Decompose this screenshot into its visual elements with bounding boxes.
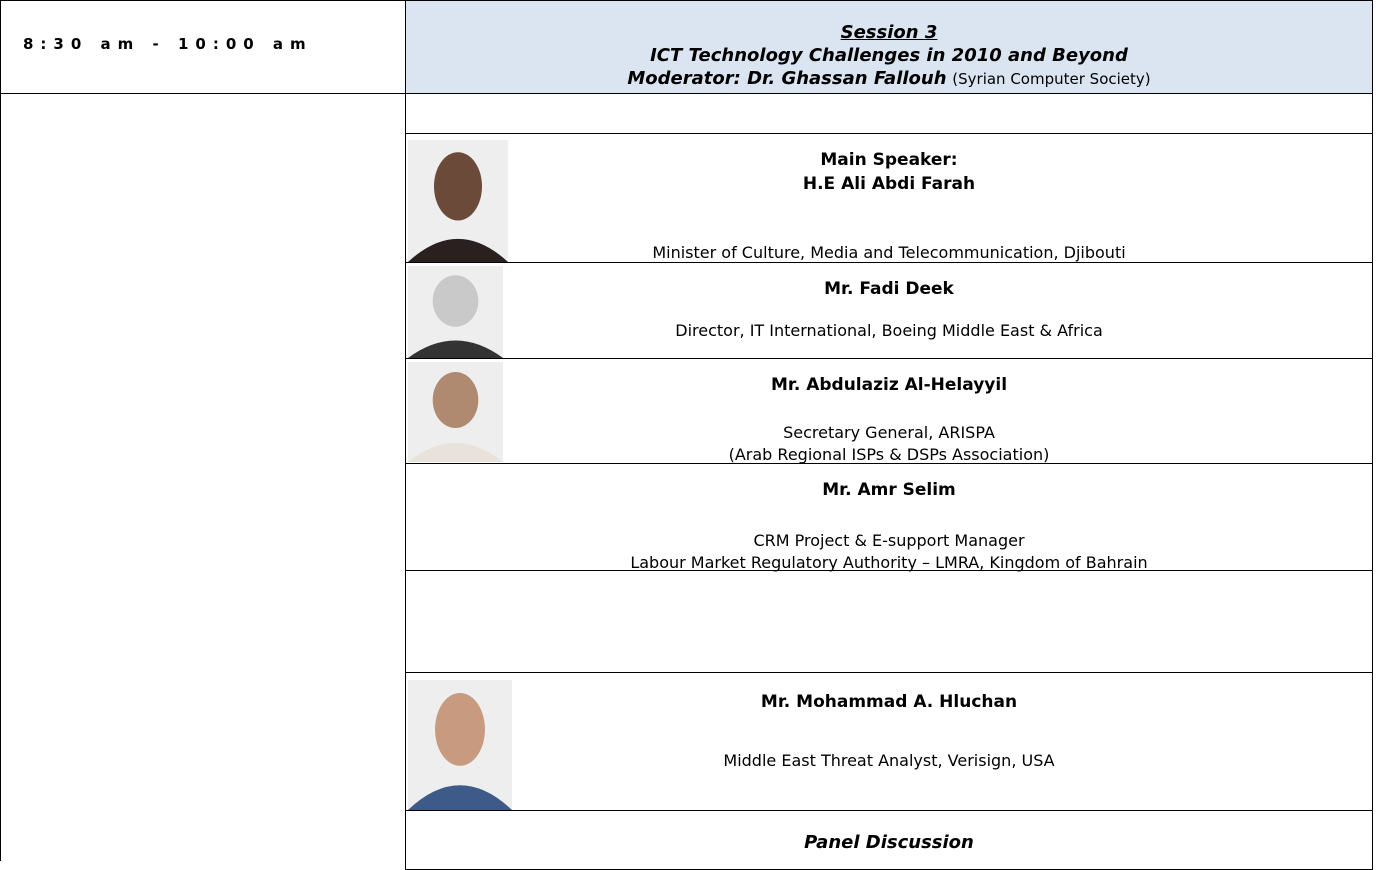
session-title: ICT Technology Challenges in 2010 and Be… [650,45,1128,66]
affiliation-line: Middle East Threat Analyst, Verisign, US… [723,751,1055,770]
affiliation-line: Director, IT International, Boeing Middl… [675,321,1103,340]
session-header: Session 3 ICT Technology Challenges in 2… [405,0,1373,94]
moderator-org: (Syrian Computer Society) [952,70,1151,88]
affiliation-line: (Arab Regional ISPs & DSPs Association) [728,445,1050,464]
speaker-heading: Mr. Amr Selim [405,478,1373,502]
speaker-affiliation: Minister of Culture, Media and Telecommu… [405,242,1373,264]
session: Session 3 [840,22,938,43]
speaker-name: Mr. Abdulaziz Al-Helayyil [770,375,1008,395]
moderator-line: Moderator: Dr. Ghassan Fallouh (Syrian C… [406,67,1372,91]
affiliation-line: Secretary General, ARISPA [783,423,995,442]
speaker-name: Mr. Amr Selim [822,480,956,500]
speaker-affiliation: Director, IT International, Boeing Middl… [405,320,1373,342]
photo [408,362,503,462]
affiliation-line: Labour Market Regulatory Authority – LMR… [630,553,1148,572]
photo [408,680,512,810]
speaker-name: Mr. Fadi Deek [824,279,954,299]
speaker-heading: Mr. Mohammad A. Hluchan [405,690,1373,714]
time: 8:30 am - 10:00 am [23,35,313,53]
speaker-name: Mr. Mohammad A. Hluchan [760,692,1018,712]
speaker-name: H.E Ali Abdi Farah [802,174,976,194]
time-cell: 8:30 am - 10:00 am [0,0,406,94]
speaker-heading: Mr. Abdulaziz Al-Helayyil [405,373,1373,397]
speaker-heading: Mr. Fadi Deek [405,277,1373,301]
affiliation-line: Minister of Culture, Media and Telecommu… [652,243,1126,262]
photo [408,266,503,358]
moderator: Moderator: Dr. Ghassan Fallouh [627,68,947,89]
photo [408,140,508,262]
panel: Panel Discussion [804,832,974,853]
speaker-affiliation: Middle East Threat Analyst, Verisign, US… [405,750,1373,772]
left-cell [0,93,406,861]
speaker-row [405,463,1373,571]
speaker-heading: Main Speaker: H.E Ali Abdi Farah [405,148,1373,196]
speaker-affiliation: CRM Project & E-support Manager Labour Ma… [405,530,1373,574]
speaker-role: Main Speaker: [820,150,958,170]
speaker-affiliation: Secretary General, ARISPA (Arab Regional … [405,422,1373,466]
affiliation-line: CRM Project & E-support Manager [753,531,1025,550]
